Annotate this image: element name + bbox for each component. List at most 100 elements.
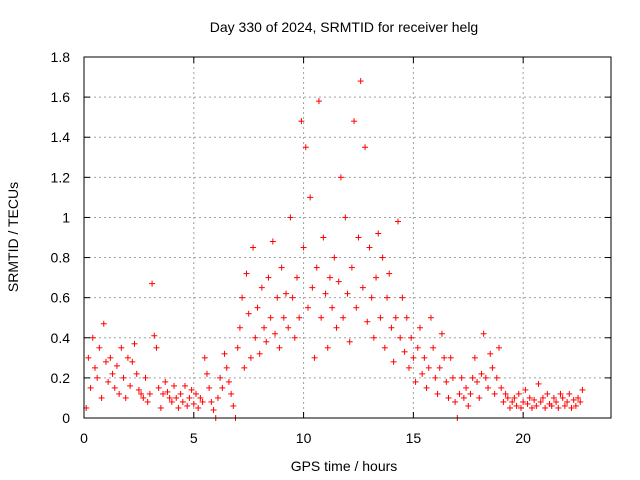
data-point xyxy=(192,390,199,397)
data-point xyxy=(427,314,434,321)
data-point xyxy=(498,384,505,391)
data-point xyxy=(474,378,481,385)
axis-ticks xyxy=(83,56,611,419)
data-point xyxy=(331,254,338,261)
data-point xyxy=(87,384,94,391)
data-point xyxy=(149,280,156,287)
data-point xyxy=(449,374,456,381)
data-point xyxy=(140,394,147,401)
data-point xyxy=(221,350,228,357)
data-point xyxy=(478,370,485,377)
data-point xyxy=(392,314,399,321)
data-point xyxy=(254,304,261,311)
data-point xyxy=(366,244,373,251)
data-point xyxy=(122,394,129,401)
data-point xyxy=(234,344,241,351)
data-point xyxy=(168,398,175,405)
data-point xyxy=(465,402,472,409)
data-point xyxy=(230,402,237,409)
y-tick-label: 1.6 xyxy=(51,89,71,105)
data-point xyxy=(373,274,380,281)
data-point xyxy=(346,338,353,345)
data-point xyxy=(267,314,274,321)
data-point xyxy=(329,304,336,311)
data-point xyxy=(283,290,290,297)
y-tick-label: 1 xyxy=(62,209,70,225)
data-point xyxy=(186,394,193,401)
data-point xyxy=(482,374,489,381)
data-point xyxy=(364,318,371,325)
data-point xyxy=(524,400,531,407)
data-point xyxy=(559,394,566,401)
data-point xyxy=(188,386,195,393)
data-point xyxy=(111,384,118,391)
data-point xyxy=(324,344,331,351)
data-point xyxy=(239,294,246,301)
data-point xyxy=(315,98,322,105)
data-point xyxy=(109,370,116,377)
data-point xyxy=(258,284,265,291)
data-point xyxy=(113,362,120,369)
y-tick-label: 1.4 xyxy=(51,129,71,145)
data-point xyxy=(311,354,318,361)
data-point xyxy=(287,214,294,221)
data-point xyxy=(298,118,305,125)
data-point xyxy=(146,390,153,397)
data-point xyxy=(401,348,408,355)
data-point xyxy=(278,264,285,271)
data-point xyxy=(537,398,544,405)
data-point xyxy=(566,390,573,397)
data-point xyxy=(252,334,259,341)
data-point xyxy=(144,398,151,405)
data-point xyxy=(469,374,476,381)
data-point xyxy=(456,390,463,397)
data-point xyxy=(94,374,101,381)
data-point xyxy=(98,394,105,401)
data-point xyxy=(289,294,296,301)
data-point xyxy=(135,386,142,393)
y-tick-label: 0.6 xyxy=(51,290,71,306)
data-point xyxy=(434,390,441,397)
data-point xyxy=(564,398,571,405)
y-tick-label: 0.4 xyxy=(51,330,71,346)
data-point xyxy=(502,390,509,397)
data-point xyxy=(105,378,112,385)
data-point xyxy=(182,382,189,389)
data-point xyxy=(217,374,224,381)
data-point xyxy=(353,304,360,311)
data-point xyxy=(575,394,582,401)
data-point xyxy=(340,314,347,321)
data-point xyxy=(261,324,268,331)
data-point xyxy=(274,294,281,301)
data-point xyxy=(179,398,186,405)
data-point xyxy=(568,404,575,411)
data-point xyxy=(542,404,549,411)
data-point xyxy=(203,370,210,377)
data-point xyxy=(403,314,410,321)
data-point xyxy=(397,334,404,341)
data-point xyxy=(550,394,557,401)
y-tick-label: 1.8 xyxy=(51,49,71,65)
data-point xyxy=(405,364,412,371)
data-point xyxy=(500,398,507,405)
data-point xyxy=(250,244,257,251)
data-point xyxy=(171,382,178,389)
data-point xyxy=(210,406,217,413)
data-point xyxy=(243,270,250,277)
data-point xyxy=(467,390,474,397)
data-point xyxy=(452,398,459,405)
x-tick-label: 10 xyxy=(296,430,312,446)
data-point xyxy=(173,394,180,401)
data-point xyxy=(557,390,564,397)
data-point xyxy=(236,324,243,331)
data-point xyxy=(513,402,520,409)
data-point xyxy=(344,290,351,297)
y-tick-label: 0.2 xyxy=(51,370,71,386)
data-point xyxy=(520,398,527,405)
y-axis-label: SRMTID / TECUs xyxy=(5,182,21,292)
data-point xyxy=(155,384,162,391)
data-point xyxy=(164,388,171,395)
data-point xyxy=(326,274,333,281)
data-point xyxy=(410,354,417,361)
data-point xyxy=(153,344,160,351)
